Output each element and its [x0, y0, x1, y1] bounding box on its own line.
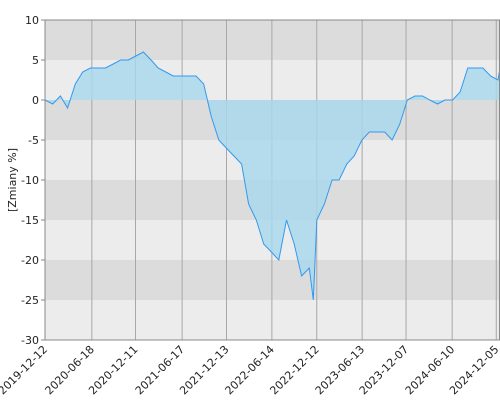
y-axis-label: [Zmiany %] [6, 148, 19, 212]
area [45, 52, 500, 300]
y-tick-label: 10 [25, 14, 39, 27]
band [45, 260, 500, 300]
y-tick-label: 0 [32, 94, 39, 107]
y-tick-label: -5 [28, 134, 39, 147]
y-tick-label: -10 [21, 174, 39, 187]
line [44, 51, 500, 301]
band [45, 20, 500, 60]
y-tick-label: -20 [21, 254, 39, 267]
y-tick-label: 5 [32, 54, 39, 67]
band [45, 300, 500, 340]
y-tick-label: -30 [21, 334, 39, 347]
y-tick-label: -25 [21, 294, 39, 307]
y-tick-label: -15 [21, 214, 39, 227]
